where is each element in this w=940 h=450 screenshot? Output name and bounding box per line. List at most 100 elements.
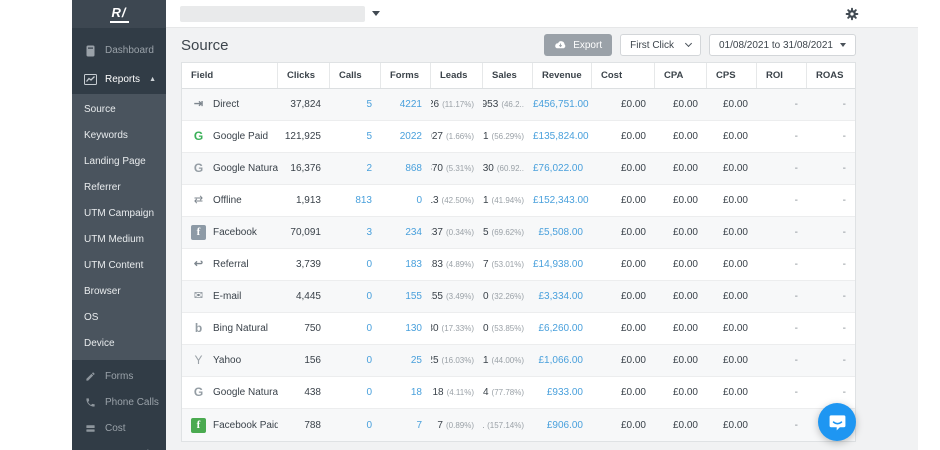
forms-link[interactable]: 7 (416, 419, 422, 431)
cps-cell: £0.00 (722, 323, 748, 334)
sidebar-subitem[interactable]: Referrer (72, 175, 166, 201)
calls-link[interactable]: 5 (366, 131, 372, 142)
revenue-link[interactable]: £906.00 (546, 419, 583, 431)
calls-link[interactable]: 0 (366, 387, 372, 398)
field-label: Offline (213, 195, 242, 206)
account-select[interactable] (180, 5, 365, 22)
roas-cell: - (842, 323, 846, 334)
caret-down-icon (840, 43, 846, 47)
export-label: Export (573, 39, 603, 51)
revenue-link[interactable]: £3,334.00 (538, 291, 584, 302)
revenue-link[interactable]: £76,022.00 (533, 163, 584, 174)
table-row: Referral 3,739 0 183 183 (4.89%) 97 (53.… (182, 249, 855, 281)
account-select-caret-icon (372, 11, 380, 16)
sales-cell: 165 (69.62%) (483, 227, 533, 238)
sidebar-item-forms[interactable]: Forms (72, 363, 166, 389)
sidebar-subitem[interactable]: UTM Content (72, 253, 166, 279)
cps-cell: £0.00 (722, 99, 748, 110)
date-range-select[interactable]: 01/08/2021 to 31/08/2021 (709, 34, 856, 56)
field-label: Google Natural (213, 163, 278, 174)
page-header: Source Export First Click 01/08/2021 to … (166, 28, 918, 62)
attribution-select[interactable]: First Click (620, 34, 701, 56)
sidebar-subitem[interactable]: Browser (72, 279, 166, 305)
field-label: Google Paid (213, 131, 269, 142)
sidebar-subitem[interactable]: UTM Campaign (72, 201, 166, 227)
cps-cell: £0.00 (722, 355, 748, 366)
forms-link[interactable]: 0 (416, 195, 422, 206)
roi-cell: - (794, 387, 798, 398)
forms-link[interactable]: 155 (405, 291, 422, 302)
export-button[interactable]: Export (544, 34, 613, 56)
calls-link[interactable]: 0 (366, 259, 372, 270)
clicks-cell: 4,445 (295, 291, 321, 302)
field-label: Yahoo (213, 355, 242, 366)
calls-link[interactable]: 0 (366, 419, 372, 431)
roas-cell: - (842, 195, 846, 206)
leads-value: 4226 (431, 99, 440, 110)
leads-percent: (0.34%) (445, 228, 474, 237)
calls-link[interactable]: 0 (366, 291, 372, 302)
forms-link[interactable]: 130 (405, 323, 422, 334)
sidebar-subitem-label: UTM Medium (84, 234, 145, 245)
forms-link[interactable]: 18 (410, 387, 422, 398)
sidebar-subitem[interactable]: Device (72, 331, 166, 357)
cpa-cell: £0.00 (672, 387, 698, 398)
sales-percent: (46.2.. (501, 100, 524, 109)
calls-link[interactable]: 0 (366, 355, 372, 366)
chat-launcher-button[interactable] (818, 403, 856, 441)
leads-cell: 130 (17.33%) (431, 323, 483, 334)
settings-button[interactable] (844, 6, 860, 22)
forms-link[interactable]: 234 (405, 227, 422, 238)
revenue-link[interactable]: £456,751.00 (533, 99, 589, 110)
revenue-link[interactable]: £152,343.00 (533, 195, 589, 206)
sidebar-item-reports[interactable]: Reports ▲ (72, 65, 166, 94)
revenue-link[interactable]: £5,508.00 (538, 227, 584, 238)
forms-link[interactable]: 868 (405, 163, 422, 174)
sidebar-item-phone-calls[interactable]: Phone Calls (72, 389, 166, 415)
sidebar-item-dashboard[interactable]: Dashboard (72, 36, 166, 65)
column-header: Clicks (278, 63, 330, 88)
roi-cell: - (794, 419, 798, 431)
field-cell: Direct (182, 97, 278, 112)
calls-link[interactable]: 5 (366, 99, 372, 110)
calls-link[interactable]: 0 (366, 323, 372, 334)
table-row: Direct 37,824 5 4221 4226 (11.17%) 1953 … (182, 89, 855, 121)
cost-cell: £0.00 (620, 387, 646, 398)
sidebar-subitem[interactable]: Source (72, 97, 166, 123)
cps-cell: £0.00 (722, 163, 748, 174)
revenue-link[interactable]: £1,066.00 (538, 355, 584, 366)
sidebar-item-opportunity[interactable]: Opportunity (72, 441, 166, 450)
calls-link[interactable]: 2 (366, 163, 372, 174)
sidebar-subitem[interactable]: UTM Medium (72, 227, 166, 253)
cps-cell: £0.00 (722, 419, 748, 431)
sales-value: 11 (483, 420, 484, 431)
sidebar-item-cost[interactable]: Cost (72, 415, 166, 441)
forms-link[interactable]: 2022 (399, 131, 422, 142)
sidebar-subitem[interactable]: Landing Page (72, 149, 166, 175)
cost-cell: £0.00 (620, 355, 646, 366)
column-header-label: Sales (492, 70, 517, 81)
column-header: Cost (592, 63, 655, 88)
revenue-link[interactable]: £14,938.00 (533, 259, 584, 270)
forms-link[interactable]: 4221 (399, 99, 422, 110)
cost-cell: £0.00 (620, 131, 646, 142)
revenue-link[interactable]: £135,824.00 (533, 131, 589, 142)
sales-value: 1141 (483, 131, 489, 142)
table-header-row: Field Clicks Calls Forms Leads Sales Rev… (182, 63, 855, 89)
leads-value: 130 (431, 323, 439, 334)
calls-link[interactable]: 813 (355, 195, 372, 206)
revenue-link[interactable]: £933.00 (546, 387, 583, 398)
sales-cell: 97 (53.01%) (483, 259, 533, 270)
calls-link[interactable]: 3 (366, 227, 372, 238)
forms-link[interactable]: 183 (405, 259, 422, 270)
leads-value: 870 (431, 163, 443, 174)
table-row: Facebook Paid 788 0 7 7 (0.89%) 11 (157.… (182, 409, 855, 441)
sidebar-subitem[interactable]: Keywords (72, 123, 166, 149)
sidebar-item-label: Dashboard (105, 45, 154, 56)
revenue-link[interactable]: £6,260.00 (538, 323, 584, 334)
sidebar-subitem[interactable]: OS (72, 305, 166, 331)
column-header: Forms (381, 63, 431, 88)
forms-link[interactable]: 25 (410, 355, 422, 366)
leads-value: 25 (431, 355, 439, 366)
table-row: Bing Natural 750 0 130 130 (17.33%) 70 (… (182, 313, 855, 345)
